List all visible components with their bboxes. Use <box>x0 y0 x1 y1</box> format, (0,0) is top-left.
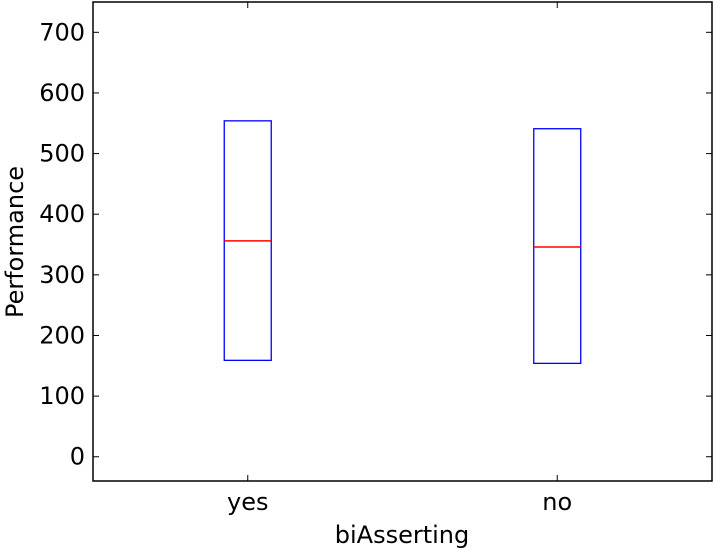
y-tick-label: 200 <box>39 321 85 349</box>
x-axis: yes no <box>227 2 572 516</box>
y-axis-label: Performance <box>1 166 29 318</box>
y-tick-label: 0 <box>70 443 85 471</box>
x-tick-label: yes <box>227 488 268 516</box>
x-tick-label: no <box>542 488 572 516</box>
y-tick-label: 600 <box>39 79 85 107</box>
boxes-layer <box>223 120 582 365</box>
y-tick-label: 100 <box>39 382 85 410</box>
y-tick-label: 700 <box>39 18 85 46</box>
box-no <box>533 128 582 365</box>
x-axis-label: biAsserting <box>335 521 469 549</box>
y-tick-label: 500 <box>39 140 85 168</box>
y-axis: 0 100 200 300 400 500 600 700 <box>39 18 712 471</box>
y-tick-label: 300 <box>39 261 85 289</box>
y-tick-label: 400 <box>39 200 85 228</box>
plot-area <box>92 1 713 482</box>
